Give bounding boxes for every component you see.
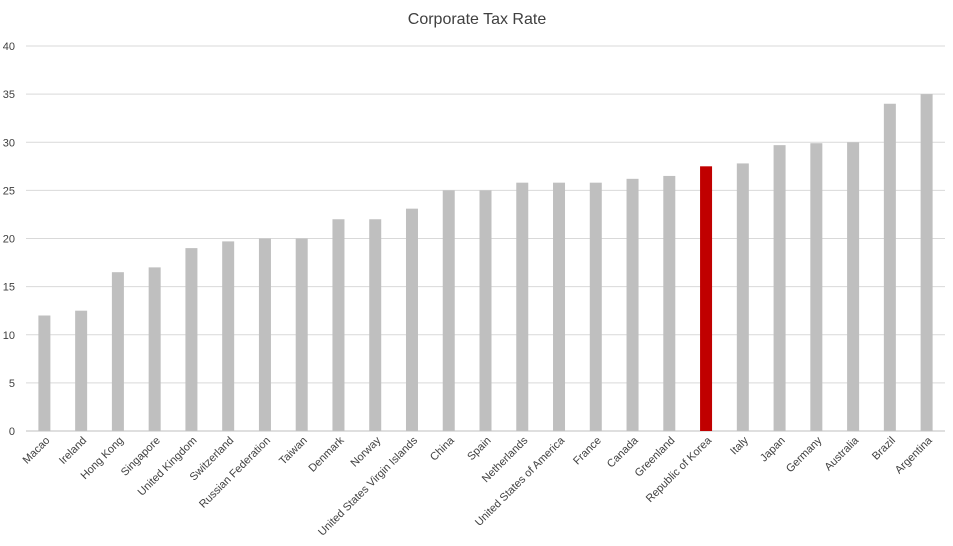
bar: [626, 178, 639, 431]
bar: [810, 143, 823, 431]
bar: [736, 163, 749, 432]
y-tick-label: 15: [3, 282, 15, 294]
y-tick-label: 35: [3, 89, 15, 101]
y-tick-label: 5: [9, 378, 15, 390]
bar: [442, 190, 455, 431]
x-tick-label: China: [428, 434, 457, 463]
bar: [663, 175, 676, 431]
bar: [479, 190, 492, 431]
bar: [553, 182, 566, 431]
y-axis-ticks: 0 5 10 15 20 25 30 35 40: [3, 41, 15, 438]
y-tick-label: 20: [3, 234, 15, 246]
y-tick-label: 40: [3, 41, 15, 53]
x-tick-label: Argentina: [893, 434, 935, 476]
x-tick-label: Denmark: [307, 434, 347, 474]
bar: [185, 248, 198, 431]
x-tick-label: Ireland: [57, 435, 89, 467]
bar: [75, 310, 88, 431]
bar: [148, 267, 161, 431]
x-tick-label: Taiwan: [277, 435, 310, 468]
bars: [38, 94, 933, 432]
bar: [258, 238, 271, 431]
x-tick-label: Italy: [728, 434, 751, 457]
x-tick-label: Japan: [758, 435, 788, 465]
y-tick-label: 30: [3, 137, 15, 149]
y-tick-label: 25: [3, 185, 15, 197]
bar: [847, 142, 860, 431]
x-tick-label: Russian Federation: [197, 435, 273, 511]
y-tick-label: 10: [3, 330, 15, 342]
x-tick-label: France: [571, 435, 604, 468]
x-tick-label: Macao: [21, 435, 53, 467]
bar: [516, 182, 529, 431]
bar: [773, 145, 786, 431]
bar: [332, 219, 345, 431]
x-tick-label: Australia: [822, 434, 861, 473]
x-tick-label: Canada: [605, 434, 641, 470]
bar: [700, 166, 713, 431]
x-tick-label: Germany: [784, 434, 825, 475]
y-tick-label: 0: [9, 426, 15, 438]
x-tick-label: Republic of Korea: [644, 434, 715, 505]
bar: [369, 219, 382, 431]
bar: [38, 315, 51, 431]
bar: [295, 238, 308, 431]
bar: [111, 272, 124, 431]
x-tick-label: Spain: [465, 435, 493, 463]
bar: [222, 241, 235, 431]
chart-title: Corporate Tax Rate: [408, 11, 547, 28]
x-tick-label: Brazil: [870, 435, 898, 463]
bar: [589, 182, 602, 431]
bar: [405, 208, 418, 431]
bar: [883, 103, 896, 431]
bar: [920, 94, 933, 431]
x-tick-label: Norway: [348, 434, 383, 469]
